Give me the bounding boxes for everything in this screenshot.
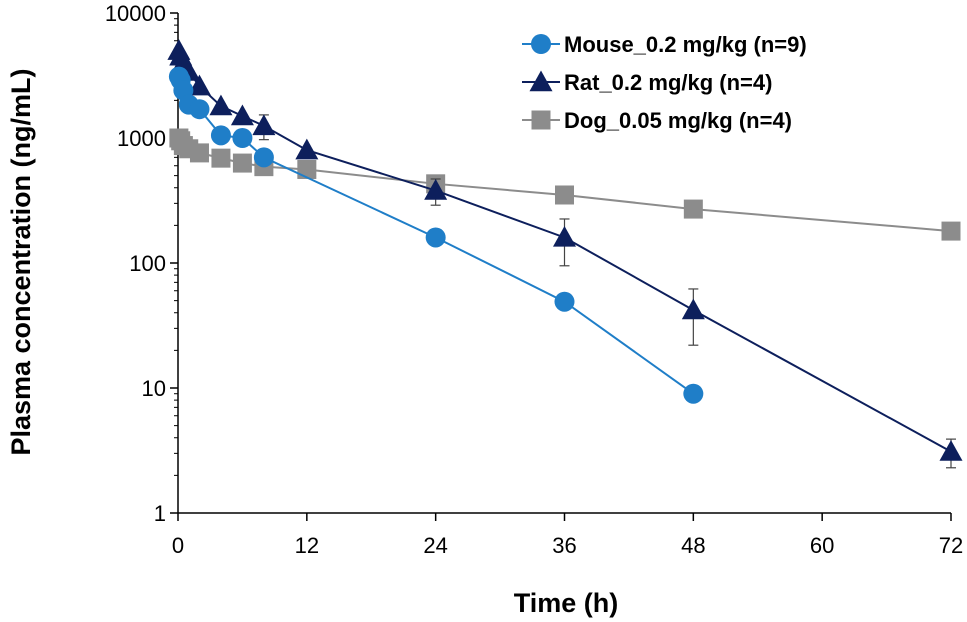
data-point bbox=[555, 185, 574, 205]
data-point bbox=[553, 225, 576, 247]
y-tick-label: 1000 bbox=[117, 126, 166, 151]
y-tick-label: 1 bbox=[154, 501, 166, 526]
y-tick-label: 10 bbox=[142, 376, 166, 401]
legend-item: Mouse_0.2 mg/kg (n=9) bbox=[522, 32, 807, 57]
data-point bbox=[681, 298, 705, 320]
data-point bbox=[683, 199, 703, 219]
x-tick-label: 72 bbox=[939, 533, 963, 558]
y-axis-title: Plasma concentration (ng/mL) bbox=[6, 68, 36, 455]
x-tick-label: 0 bbox=[172, 533, 184, 558]
legend-item: Dog_0.05 mg/kg (n=4) bbox=[522, 108, 792, 133]
data-point bbox=[295, 138, 319, 160]
series-triangle bbox=[167, 39, 963, 469]
data-point bbox=[252, 114, 276, 136]
data-point bbox=[210, 125, 231, 146]
data-point bbox=[554, 291, 575, 312]
data-point bbox=[424, 179, 448, 200]
x-tick-label: 24 bbox=[423, 533, 447, 558]
y-tick-label: 10000 bbox=[105, 1, 166, 26]
axes: 1 10 100 1000 10000 0 12 24 36 48 60 72 bbox=[105, 1, 963, 558]
series-line bbox=[178, 137, 952, 233]
series-circle bbox=[168, 66, 704, 404]
x-tick-label: 60 bbox=[810, 533, 834, 558]
legend: Mouse_0.2 mg/kg (n=9) Rat_0.2 mg/kg (n=4)… bbox=[522, 32, 807, 133]
x-tick-label: 12 bbox=[295, 533, 319, 558]
legend-marker bbox=[531, 34, 551, 54]
legend-label: Rat_0.2 mg/kg (n=4) bbox=[564, 70, 772, 95]
data-point bbox=[232, 128, 253, 148]
data-point bbox=[189, 99, 210, 120]
y-tick-label: 100 bbox=[129, 251, 166, 276]
legend-marker bbox=[529, 70, 553, 92]
legend-label: Dog_0.05 mg/kg (n=4) bbox=[564, 108, 792, 133]
data-point bbox=[253, 147, 274, 168]
data-point bbox=[297, 159, 317, 179]
data-point bbox=[211, 148, 231, 168]
x-tick-label: 48 bbox=[681, 533, 705, 558]
data-point bbox=[425, 227, 446, 248]
legend-item: Rat_0.2 mg/kg (n=4) bbox=[522, 70, 772, 95]
data-point bbox=[187, 74, 211, 96]
data-point bbox=[939, 440, 963, 461]
legend-label: Mouse_0.2 mg/kg (n=9) bbox=[564, 32, 807, 57]
data-point bbox=[683, 383, 704, 404]
data-point bbox=[189, 143, 209, 163]
data-point bbox=[230, 104, 254, 126]
legend-marker bbox=[531, 110, 551, 130]
data-point bbox=[941, 221, 961, 241]
series-layer bbox=[167, 39, 963, 469]
x-axis-title: Time (h) bbox=[514, 588, 619, 618]
data-point bbox=[232, 153, 252, 173]
data-point bbox=[209, 94, 233, 116]
x-tick-label: 36 bbox=[552, 533, 576, 558]
